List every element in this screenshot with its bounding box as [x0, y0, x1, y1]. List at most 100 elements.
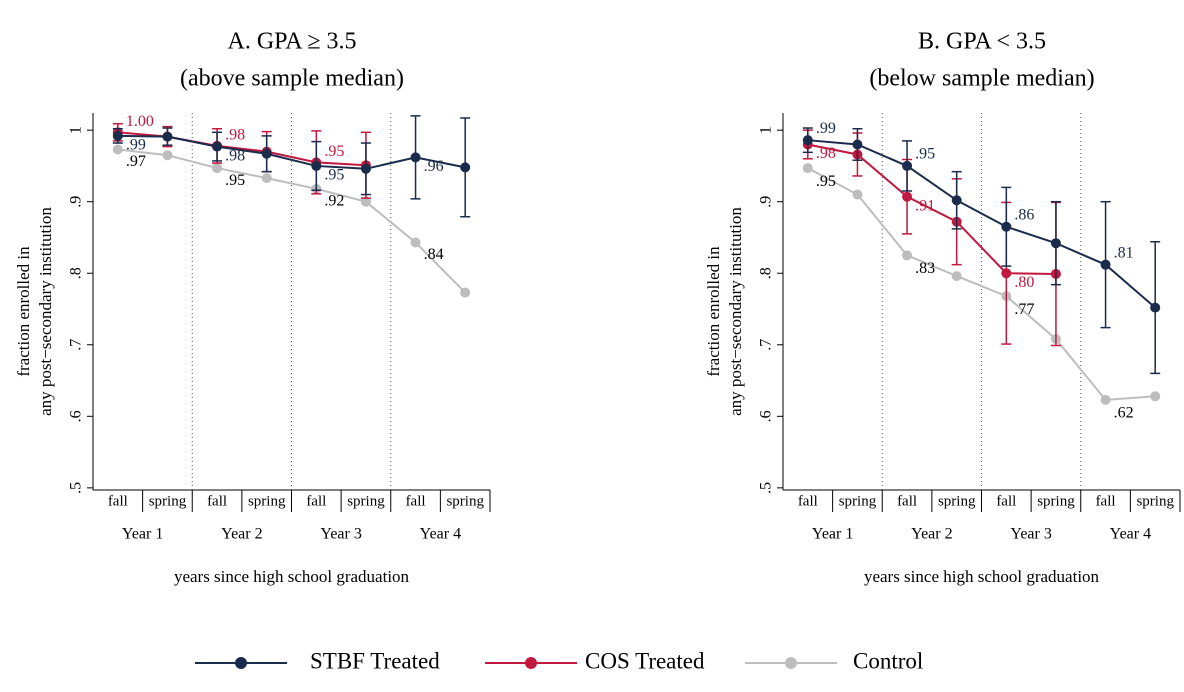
point — [1100, 394, 1111, 405]
x-tick-label: spring — [938, 493, 976, 509]
value-label: .92 — [324, 193, 344, 210]
point — [112, 130, 123, 141]
legend-item: STBF Treated — [195, 648, 440, 673]
value-label: .91 — [915, 197, 935, 214]
value-label: .95 — [816, 173, 836, 190]
x-axis-label: years since high school graduation — [864, 567, 1100, 586]
legend-label: COS Treated — [585, 648, 705, 673]
x-tick-label: fall — [207, 493, 227, 509]
point — [902, 191, 913, 202]
value-label: .77 — [1014, 301, 1034, 318]
value-label: .99 — [126, 137, 146, 154]
point — [951, 195, 962, 206]
point — [360, 163, 371, 174]
value-label: 1.00 — [126, 113, 154, 130]
y-tick-label: .5 — [758, 482, 775, 494]
value-label: .86 — [1014, 206, 1034, 223]
x-tick-label: fall — [108, 493, 128, 509]
value-label: .95 — [915, 146, 935, 163]
x-tick-label: spring — [248, 493, 286, 509]
x-tick-label: spring — [1037, 493, 1075, 509]
point — [311, 160, 322, 171]
group-label: Year 3 — [320, 526, 361, 543]
legend-label: Control — [853, 648, 923, 673]
x-tick-label: fall — [897, 493, 917, 509]
group-label: Year 2 — [911, 526, 952, 543]
point — [112, 144, 123, 155]
legend-marker — [235, 657, 247, 669]
x-tick-label: fall — [306, 493, 326, 509]
point — [852, 139, 863, 150]
chart-title: (above sample median) — [180, 66, 404, 92]
value-label: .62 — [1114, 405, 1134, 422]
point — [360, 196, 371, 207]
value-label: .80 — [1014, 274, 1034, 291]
value-label: .98 — [225, 127, 245, 144]
x-tick-label: fall — [996, 493, 1016, 509]
point — [1150, 302, 1161, 313]
y-axis-label: fraction enrolled in — [14, 246, 33, 377]
y-tick-label: .7 — [68, 339, 85, 351]
series-line — [117, 148, 466, 294]
y-axis-label: any post−secondary institution — [36, 207, 55, 416]
y-tick-label: .8 — [758, 267, 775, 279]
point — [410, 152, 421, 163]
point — [162, 150, 173, 161]
point — [261, 173, 272, 184]
x-tick-label: fall — [1096, 493, 1116, 509]
y-tick-label: .5 — [68, 482, 85, 494]
point — [1001, 221, 1012, 232]
group-label: Year 1 — [122, 526, 163, 543]
y-tick-label: .8 — [68, 267, 85, 279]
point — [162, 131, 173, 142]
series-line — [117, 134, 466, 170]
legend-item: COS Treated — [485, 648, 705, 673]
value-label: .81 — [1114, 244, 1134, 261]
point — [460, 287, 471, 298]
point — [261, 148, 272, 159]
chart-title: A. GPA ≥ 3.5 — [228, 29, 357, 55]
y-tick-label: .7 — [758, 339, 775, 351]
x-tick-label: spring — [347, 493, 385, 509]
point — [951, 271, 962, 282]
legend-marker — [785, 657, 797, 669]
point — [212, 163, 223, 174]
point — [902, 250, 913, 261]
point — [1150, 391, 1161, 402]
x-tick-label: fall — [798, 493, 818, 509]
series-line — [807, 143, 1056, 275]
chart-title: (below sample median) — [869, 66, 1094, 92]
value-label: .97 — [126, 153, 146, 170]
value-label: .98 — [225, 147, 245, 164]
x-tick-label: spring — [446, 493, 484, 509]
y-tick-label: .6 — [68, 410, 85, 422]
x-axis-label: years since high school graduation — [174, 567, 410, 586]
group-label: Year 3 — [1010, 526, 1051, 543]
y-tick-label: .9 — [758, 196, 775, 208]
group-label: Year 2 — [221, 526, 262, 543]
x-tick-label: spring — [1136, 493, 1174, 509]
value-label: .95 — [324, 143, 344, 160]
x-tick-label: spring — [839, 493, 877, 509]
value-label: .83 — [915, 260, 935, 277]
y-tick-label: 1 — [68, 126, 85, 134]
y-tick-label: .6 — [758, 410, 775, 422]
value-label: .95 — [324, 167, 344, 184]
point — [410, 237, 421, 248]
group-label: Year 4 — [1110, 526, 1151, 543]
point — [1100, 259, 1111, 270]
point — [1050, 238, 1061, 249]
y-axis-label: fraction enrolled in — [704, 246, 723, 377]
legend-item: Control — [745, 648, 923, 673]
y-tick-label: .9 — [68, 196, 85, 208]
y-axis-label: any post−secondary institution — [726, 207, 745, 416]
legend-marker — [525, 657, 537, 669]
point — [902, 160, 913, 171]
series-line — [807, 139, 1156, 309]
point — [460, 162, 471, 173]
value-label: .84 — [424, 246, 444, 263]
series-line — [807, 167, 1156, 401]
value-label: .99 — [816, 120, 836, 137]
chart-title: B. GPA < 3.5 — [918, 29, 1046, 55]
